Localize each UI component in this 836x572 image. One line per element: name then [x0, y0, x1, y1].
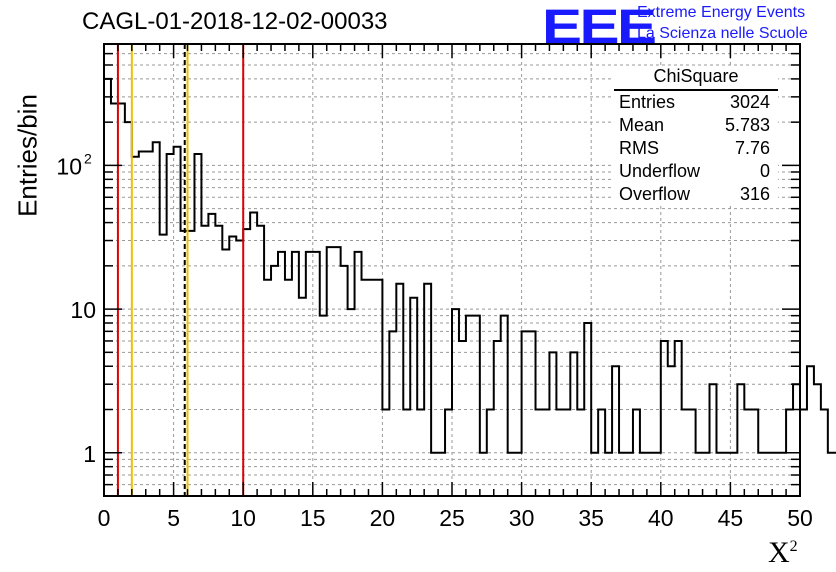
- x-axis-label-base: X: [768, 536, 790, 569]
- stats-row-entries: Entries 3024: [612, 91, 778, 114]
- x-tick-label: 10: [230, 505, 256, 531]
- y-tick-label: 10: [56, 153, 82, 179]
- y-tick-label: 1: [83, 441, 96, 467]
- x-tick-label: 30: [509, 505, 535, 531]
- stats-box: ChiSquare Entries 3024 Mean 5.783 RMS 7.76 …: [612, 66, 778, 206]
- stats-value: 0: [759, 161, 770, 181]
- stats-value: 7.76: [734, 138, 770, 158]
- stats-row-overflow: Overflow 316: [612, 183, 778, 206]
- logo-line-1: Extreme Energy Events: [637, 4, 806, 21]
- x-tick-label: 35: [578, 505, 604, 531]
- x-tick-label: 5: [167, 505, 180, 531]
- x-tick-label: 0: [98, 505, 111, 531]
- stats-value: 316: [739, 184, 770, 204]
- x-tick-label: 40: [648, 505, 674, 531]
- x-tick-label: 20: [370, 505, 396, 531]
- stats-label: Underflow: [619, 161, 701, 181]
- stats-value: 3024: [729, 92, 770, 112]
- stats-label: Mean: [619, 115, 665, 135]
- stats-label: Entries: [619, 92, 676, 112]
- eee-logo: EEE: [542, 1, 657, 54]
- x-axis-label-sup: 2: [789, 538, 798, 555]
- y-tick-exponent: 2: [84, 150, 92, 166]
- plot-title: CAGL-01-2018-12-02-00033: [82, 8, 388, 35]
- stats-row-underflow: Underflow 0: [612, 160, 778, 183]
- y-tick-label: 10: [70, 297, 96, 323]
- x-tick-label: 25: [439, 505, 465, 531]
- stats-row-mean: Mean 5.783: [612, 114, 778, 137]
- stats-label: RMS: [619, 138, 659, 158]
- stats-value: 5.783: [724, 115, 770, 135]
- stats-row-rms: RMS 7.76: [612, 137, 778, 160]
- x-tick-label: 15: [300, 505, 326, 531]
- logo-line-2: La Scienza nelle Scuole: [637, 25, 808, 42]
- stats-label: Overflow: [619, 184, 691, 204]
- x-axis-label: X2: [768, 536, 798, 570]
- x-tick-label: 45: [718, 505, 744, 531]
- x-tick-label: 50: [787, 505, 813, 531]
- stats-header: ChiSquare: [614, 66, 778, 91]
- y-axis-label: Entries/bin: [12, 94, 43, 217]
- logo-caption: Extreme Energy Events La Scienza nelle S…: [637, 2, 808, 44]
